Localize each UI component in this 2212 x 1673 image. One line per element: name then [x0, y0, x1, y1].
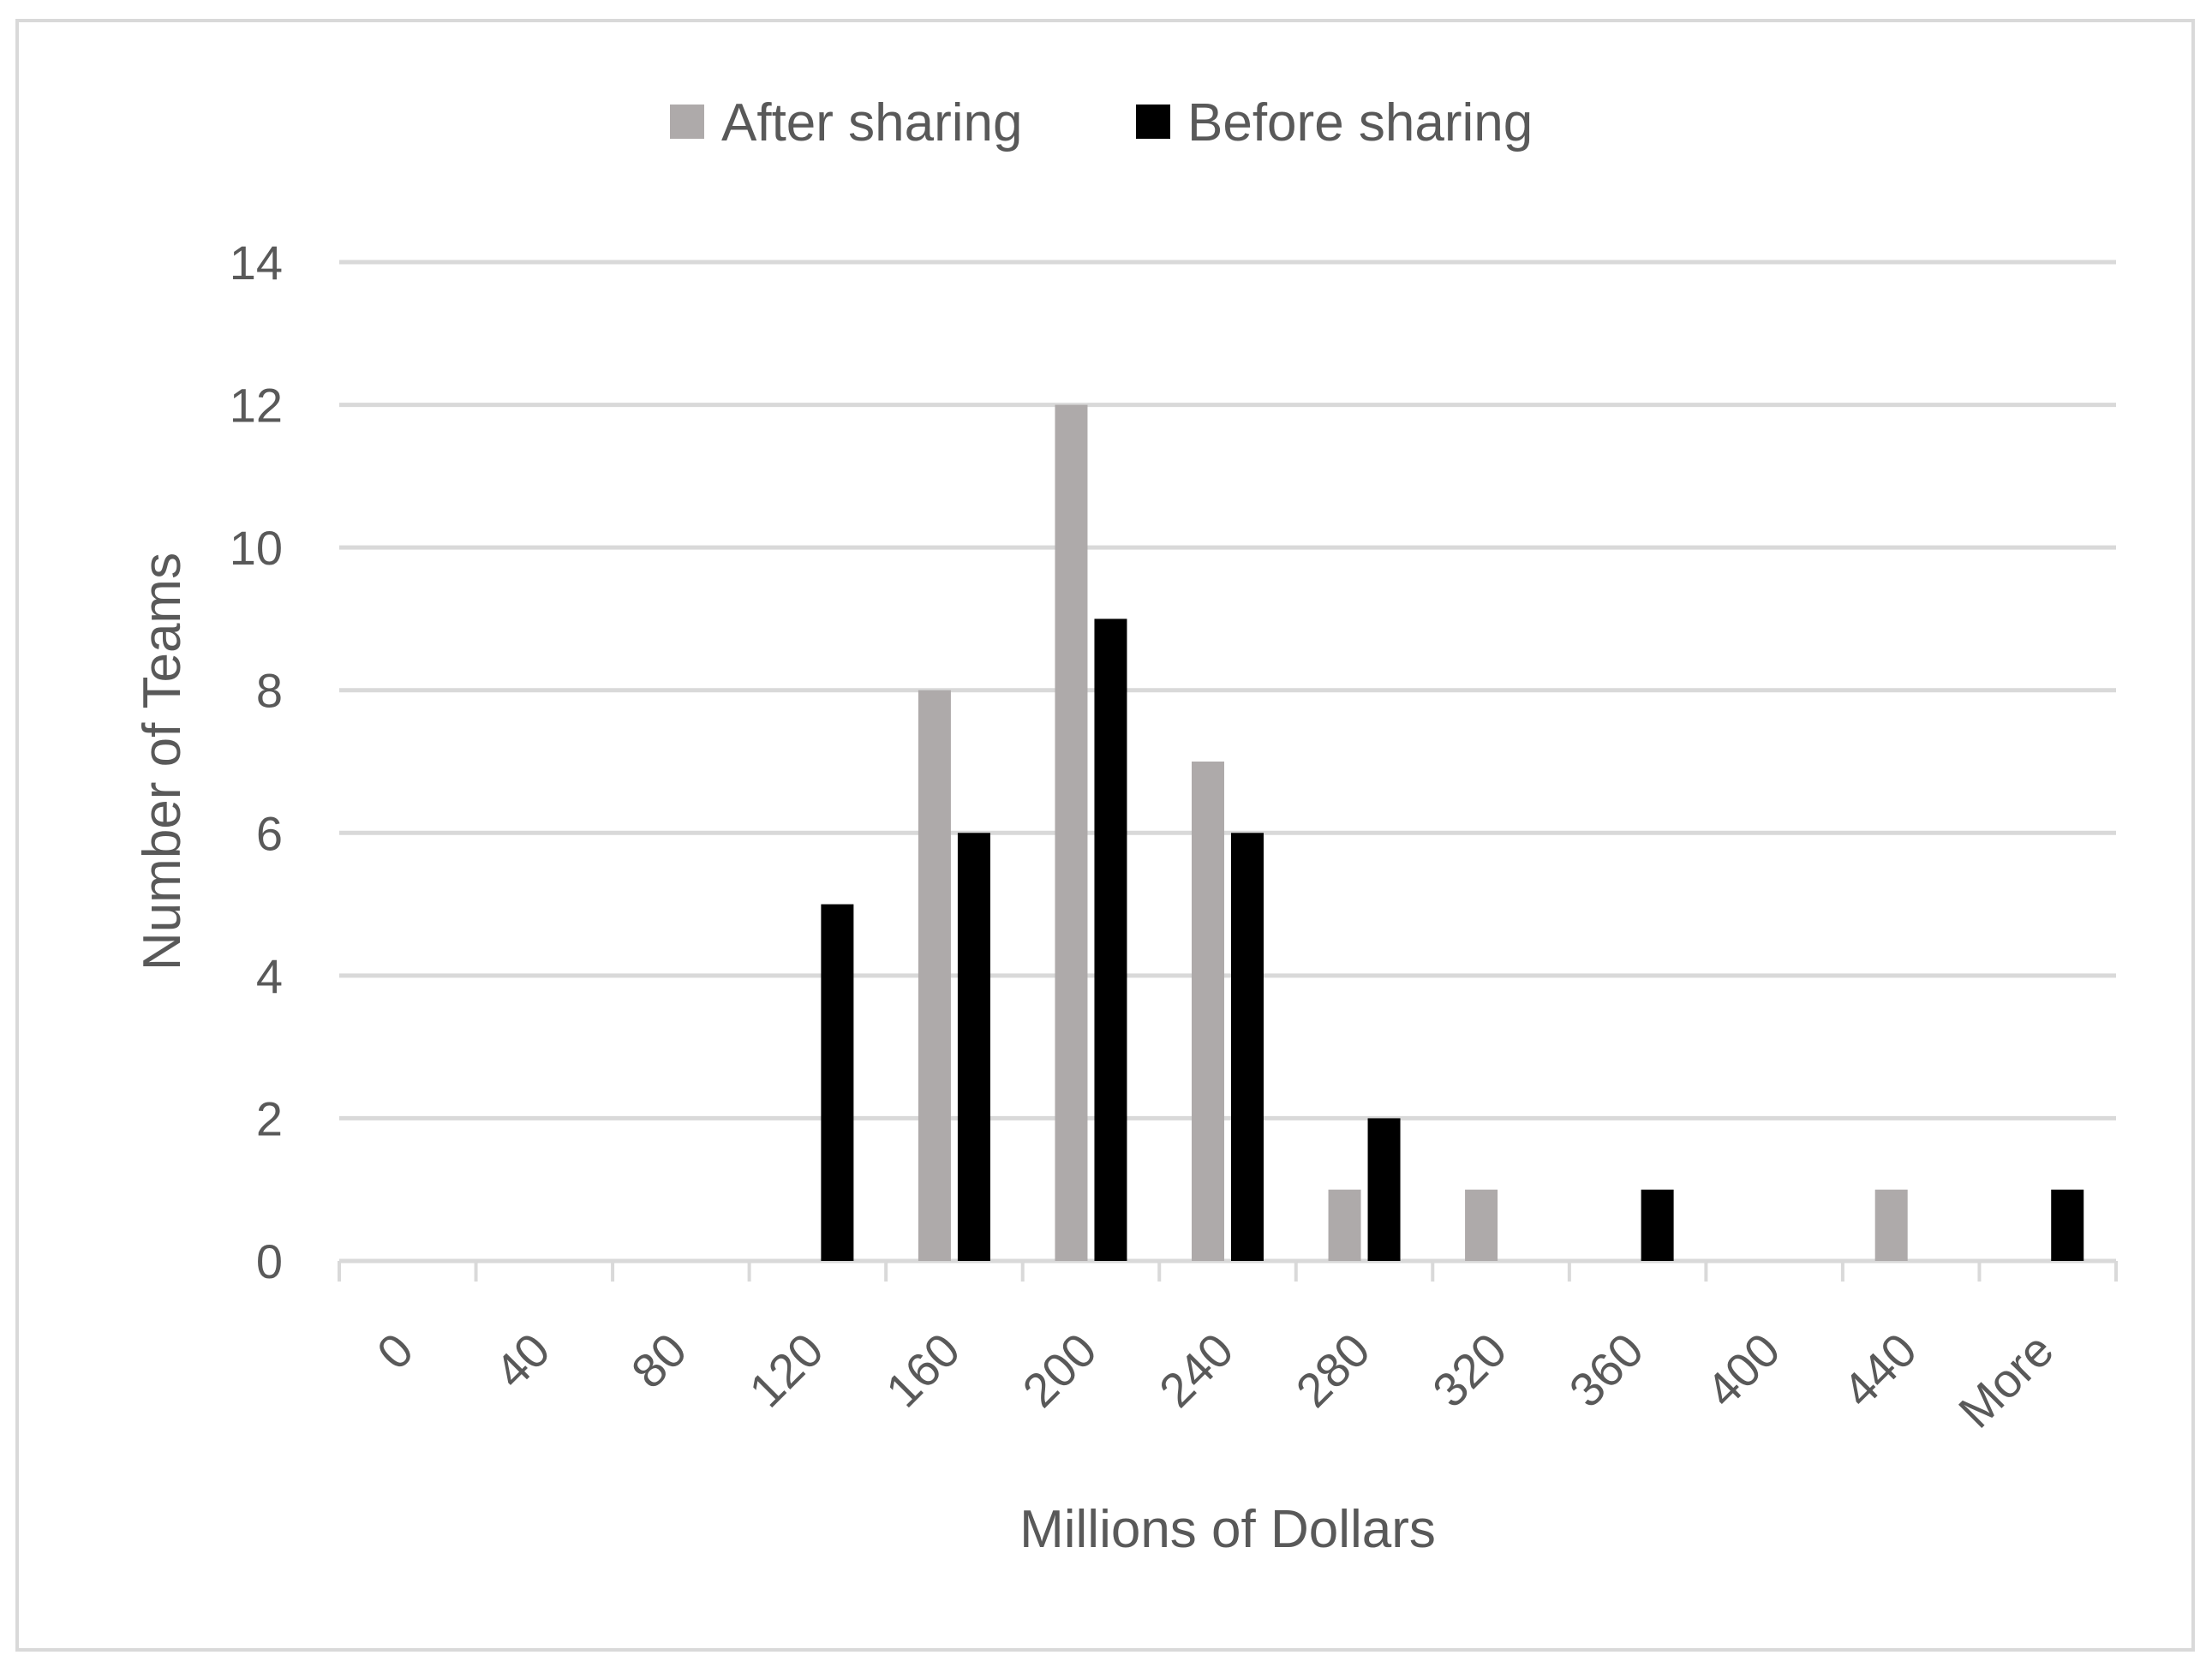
- x-axis-title: Millions of Dollars: [1019, 1500, 1436, 1559]
- y-tick-label: 4: [256, 949, 283, 1003]
- bar-after-sharing-440: [1874, 1189, 1908, 1261]
- x-tick-label: 320: [1422, 1323, 1517, 1418]
- x-tick-label: 360: [1558, 1323, 1653, 1418]
- gridlines: [339, 260, 2116, 1264]
- y-tick-label: 6: [256, 806, 283, 860]
- bar-before-sharing-120: [821, 904, 854, 1261]
- x-tick-label: 160: [876, 1323, 971, 1418]
- bar-after-sharing-240: [1192, 762, 1224, 1261]
- x-tick-label: 200: [1012, 1323, 1107, 1418]
- x-tick-label: 0: [367, 1323, 424, 1380]
- y-tick-label: 10: [230, 521, 283, 575]
- legend-label-before-sharing: Before sharing: [1187, 93, 1533, 152]
- y-tick-label: 2: [256, 1091, 283, 1145]
- x-tick-label: 400: [1695, 1323, 1791, 1418]
- x-tick-label: 80: [621, 1323, 697, 1399]
- legend-swatch-before-sharing: [1136, 105, 1170, 139]
- bar-after-sharing-280: [1328, 1189, 1361, 1261]
- bar-after-sharing-200: [1055, 404, 1088, 1262]
- legend: After sharing Before sharing: [670, 93, 1533, 152]
- bar-before-sharing-more: [2051, 1189, 2084, 1261]
- y-axis-title: Number of Teams: [133, 553, 192, 971]
- bar-before-sharing-200: [1094, 618, 1127, 1261]
- y-axis-ticks: 0 2 4 6 8 10 12 14: [230, 236, 283, 1288]
- x-axis: 0 40 80 120 160 200 240 280 320 360 400 440 More: [338, 1258, 2118, 1438]
- x-tick-label: 40: [484, 1323, 560, 1399]
- legend-swatch-after-sharing: [670, 105, 704, 139]
- y-tick-label: 8: [256, 664, 283, 718]
- bars: [821, 404, 2084, 1262]
- x-tick-label: 120: [738, 1323, 834, 1418]
- legend-label-after-sharing: After sharing: [721, 93, 1023, 152]
- x-tick-label: 240: [1149, 1323, 1244, 1418]
- bar-after-sharing-160: [918, 690, 951, 1261]
- bar-before-sharing-240: [1231, 833, 1264, 1261]
- x-tick-label: 280: [1285, 1323, 1380, 1418]
- bar-after-sharing-320: [1465, 1189, 1498, 1261]
- y-tick-label: 12: [230, 379, 283, 433]
- y-tick-label: 0: [256, 1234, 283, 1288]
- x-tick-label: More: [1948, 1323, 2064, 1438]
- bar-before-sharing-280: [1367, 1118, 1401, 1261]
- y-tick-label: 14: [230, 236, 283, 290]
- x-tick-label: 440: [1832, 1323, 1928, 1418]
- bar-before-sharing-360: [1641, 1189, 1674, 1261]
- bar-before-sharing-160: [957, 833, 990, 1261]
